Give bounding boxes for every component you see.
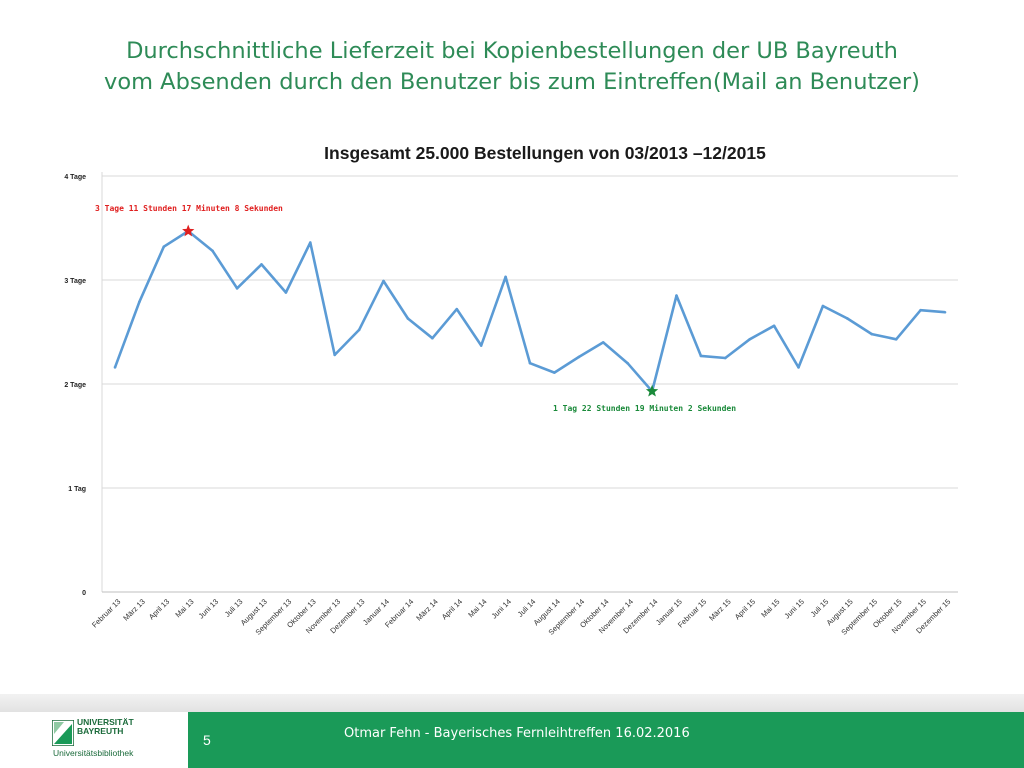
data-point — [382, 279, 385, 283]
slide-title: Durchschnittliche Lieferzeit bei Kopienb… — [0, 36, 1024, 98]
data-point — [846, 317, 849, 320]
data-point — [479, 344, 483, 347]
x-tick-label: Juli 13 — [223, 597, 245, 619]
data-point — [699, 354, 703, 358]
data-point — [260, 263, 263, 266]
x-tick-label: April 15 — [733, 597, 757, 621]
x-tick-label: Mai 13 — [173, 597, 195, 619]
data-point — [675, 294, 678, 297]
data-point — [504, 275, 507, 279]
data-point — [138, 300, 141, 304]
data-point — [431, 336, 434, 340]
x-tick-label: Mai 14 — [466, 597, 488, 619]
library-name: Universitätsbibliothek — [53, 748, 134, 758]
min-annotation-label: 1 Tag 22 Stunden 19 Minuten 2 Sekunden — [553, 403, 736, 413]
x-tick-label: Juni 13 — [197, 597, 220, 620]
data-point — [748, 337, 752, 341]
y-tick-label: 2 Tage — [64, 382, 86, 389]
data-point — [821, 304, 825, 308]
data-point — [626, 361, 629, 365]
x-tick-label: Juni 15 — [782, 597, 805, 620]
data-point — [113, 366, 117, 369]
data-point — [919, 308, 922, 312]
series-line — [113, 229, 946, 393]
data-point — [553, 371, 556, 374]
university-logo-text: UNIVERSITÄT BAYREUTH — [77, 718, 134, 736]
data-point — [406, 317, 410, 320]
min-star-marker — [645, 384, 659, 397]
y-tick-label: 3 Tage — [64, 278, 86, 285]
data-point — [797, 366, 800, 369]
x-tick-label: Mai 15 — [759, 597, 781, 619]
data-point — [870, 332, 874, 336]
data-point — [772, 324, 776, 328]
data-point — [943, 310, 947, 314]
y-tick-label: 4 Tage — [64, 174, 86, 181]
x-tick-label: Juli 15 — [809, 597, 831, 619]
x-tick-label: Februar 13 — [90, 597, 122, 629]
x-tick-label: April 14 — [440, 597, 464, 621]
data-point — [235, 287, 239, 290]
slide-title-line-2: vom Absenden durch den Benutzer bis zum … — [104, 69, 920, 95]
data-point — [162, 245, 166, 249]
logo-line-1: UNIVERSITÄT — [77, 717, 134, 727]
max-annotation-label: 3 Tage 11 Stunden 17 Minuten 8 Sekunden — [95, 203, 283, 213]
data-point — [894, 337, 898, 341]
data-point — [455, 307, 459, 311]
max-star-marker — [182, 224, 195, 237]
data-point — [577, 355, 581, 359]
x-tick-label: März 15 — [707, 597, 733, 623]
logo-line-2: BAYREUTH — [77, 726, 124, 736]
x-tick-label: März 13 — [121, 597, 147, 623]
slide-title-line-1: Durchschnittliche Lieferzeit bei Kopienb… — [126, 38, 898, 64]
y-tick-label: 0 — [82, 590, 86, 597]
data-point — [333, 353, 337, 357]
x-tick-label: März 14 — [414, 597, 440, 623]
university-logo-mark — [52, 720, 74, 746]
y-tick-label: 1 Tag — [68, 486, 86, 493]
data-point — [284, 291, 288, 294]
data-point — [308, 241, 312, 244]
footer-text: Otmar Fehn - Bayerisches Fernleihtreffen… — [344, 726, 690, 741]
x-tick-label: April 13 — [147, 597, 171, 621]
x-tick-label: Juli 14 — [516, 597, 538, 619]
university-logo: UNIVERSITÄT BAYREUTH Universitätsbibliot… — [0, 712, 188, 768]
data-point — [211, 249, 214, 253]
chart-title: Insgesamt 25.000 Bestellungen von 03/201… — [324, 143, 766, 163]
data-point — [601, 341, 605, 344]
data-point — [723, 356, 727, 360]
footer-separator — [0, 694, 1024, 712]
page-number: 5 — [203, 732, 211, 748]
x-tick-label: Juni 14 — [490, 597, 513, 620]
footer-bar: UNIVERSITÄT BAYREUTH Universitätsbibliot… — [0, 712, 1024, 768]
data-point — [357, 328, 361, 332]
data-point — [528, 361, 532, 365]
